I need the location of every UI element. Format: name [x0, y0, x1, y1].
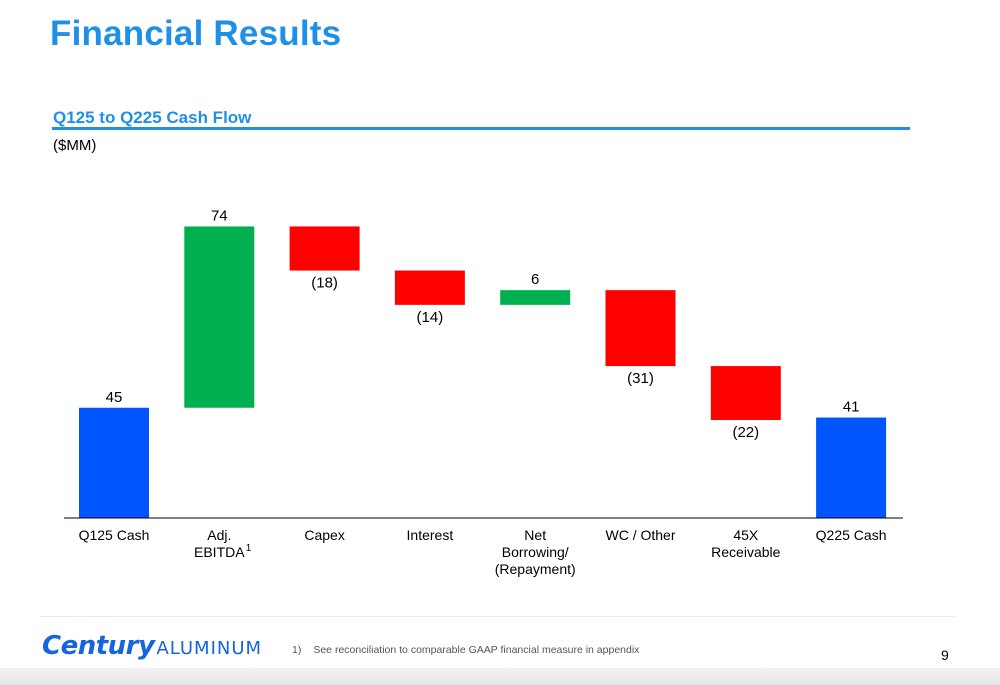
data-label-5: 6	[531, 271, 539, 288]
category-label-6: WC / Other	[605, 527, 675, 543]
century-aluminum-logo: Century ALUMINUM	[42, 633, 262, 659]
bar-8	[816, 417, 887, 518]
data-label-7: (22)	[732, 424, 759, 441]
category-label-3: Capex	[304, 527, 344, 543]
footnote-text: See reconciliation to comparable GAAP fi…	[313, 644, 640, 656]
footnote-number: 1)	[292, 644, 302, 656]
bar-3	[289, 226, 360, 271]
bar-6	[605, 290, 676, 367]
category-label-5-line-3: (Repayment)	[495, 561, 576, 577]
category-label-2-line-1: Adj.	[207, 527, 231, 543]
bar-2	[184, 226, 255, 408]
category-label-8: Q225 Cash	[816, 527, 887, 543]
page-title: Financial Results	[50, 14, 342, 53]
bar-5	[500, 290, 571, 305]
bar-7	[710, 366, 781, 420]
category-label-7-line-2: Receivable	[711, 544, 780, 560]
footer-divider	[40, 616, 955, 617]
bar-4	[394, 270, 465, 305]
category-label-4: Interest	[407, 527, 454, 543]
category-label-5-line-2: Borrowing/	[502, 544, 569, 560]
category-label-7-line-1: 45X	[733, 527, 759, 543]
data-label-4: (14)	[417, 309, 444, 326]
data-label-3: (18)	[311, 275, 338, 292]
bottom-band	[0, 668, 1000, 685]
category-label-1: Q125 Cash	[79, 527, 150, 543]
data-label-1: 45	[106, 389, 123, 406]
logo-wordmark-light: ALUMINUM	[156, 638, 263, 659]
data-label-2: 74	[211, 207, 228, 224]
footnote-marker: 1	[246, 543, 252, 554]
logo-wordmark-bold: Century	[42, 631, 155, 661]
page-number: 9	[941, 647, 949, 663]
chart-subtitle: Q125 to Q225 Cash Flow	[53, 108, 252, 127]
data-label-8: 41	[843, 399, 860, 416]
category-label-2-line-2: EBITDA	[194, 544, 245, 560]
data-label-6: (31)	[627, 370, 654, 387]
footnote: 1) See reconciliation to comparable GAAP …	[292, 644, 639, 656]
category-label-5-line-1: Net	[524, 527, 546, 543]
waterfall-chart: 45 Q125 Cash 74 Adj.EBITDA 1 (18) Capex (14) Int…	[64, 207, 903, 577]
subtitle-underline	[52, 127, 910, 130]
bar-1	[79, 407, 149, 518]
units-label: ($MM)	[53, 137, 97, 154]
